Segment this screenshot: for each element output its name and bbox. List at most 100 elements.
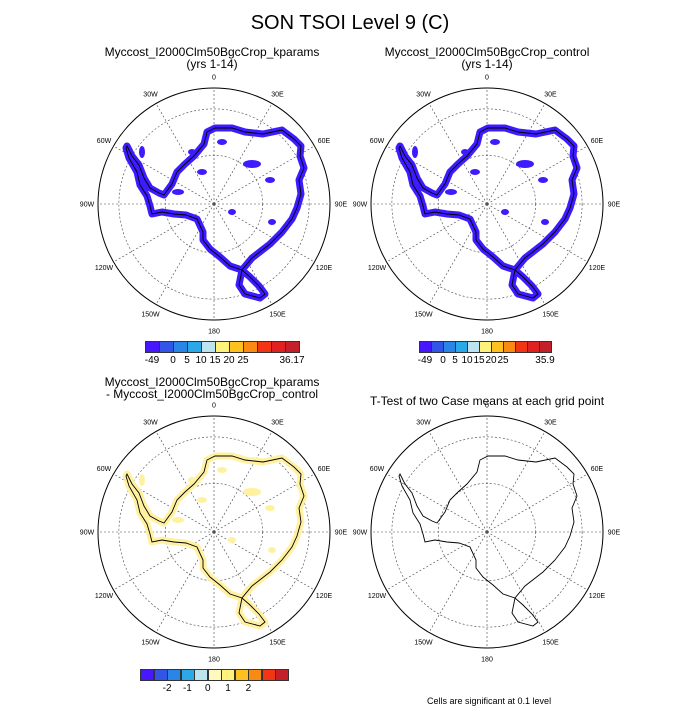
colorbar-swatch (261, 669, 276, 681)
longitude-label: 180 (208, 329, 220, 336)
longitude-label: 150W (414, 639, 433, 646)
longitude-label: 60E (318, 138, 331, 145)
colorbar-swatch (140, 669, 155, 681)
colorbar-tick-label: 5 (184, 355, 190, 366)
longitude-label: 90W (353, 202, 368, 209)
colorbar-tick-label: 0 (170, 355, 176, 366)
latitude-gridline (118, 436, 310, 628)
meridian-gridline (213, 103, 273, 205)
meridian-gridline (386, 473, 488, 533)
colorbar-swatch (275, 669, 290, 681)
colorbar-swatch (248, 669, 263, 681)
colorbar-swatch (243, 341, 258, 353)
field-patch (445, 189, 457, 195)
colorbar-tick-label: -2 (162, 683, 172, 694)
longitude-label: 30W (143, 92, 158, 99)
panel-title-line: Myccost_I2000Clm50BgcCrop_kparams (104, 45, 320, 59)
colorbar-swatch (503, 341, 516, 353)
colorbar-kparams: -49 0 5 10 15 20 25 36.17 (145, 341, 305, 366)
latitude-gridline (391, 436, 583, 628)
colorbar-tick-label: 10 (461, 355, 473, 366)
longitude-label: 150W (141, 639, 160, 646)
longitude-label: 180 (481, 329, 493, 336)
field-patch (197, 169, 207, 175)
longitude-label: 60W (97, 138, 112, 145)
colorbar-tick-label: -49 (417, 355, 433, 366)
longitude-label: 0 (485, 75, 489, 82)
colorbar-tick-label: -1 (182, 683, 192, 694)
longitude-label: 30E (544, 92, 557, 99)
field-patch (541, 219, 549, 225)
meridian-gridline (113, 203, 215, 263)
colorbar-swatch (221, 669, 236, 681)
meridian-gridline (155, 103, 215, 205)
coastline (398, 455, 578, 627)
longitude-label: 30E (271, 420, 284, 427)
meridian-gridline (486, 103, 546, 205)
longitude-label: 120W (95, 593, 114, 600)
meridian-gridline (113, 531, 215, 591)
meridian-gridline (155, 431, 215, 533)
colorbar-tick-label: 15 (209, 355, 221, 366)
colorbar-swatch (479, 341, 492, 353)
field-patch (139, 474, 145, 486)
field-patch (516, 160, 534, 168)
longitude-label: 120W (368, 593, 387, 600)
longitude-label: 90W (353, 530, 368, 537)
colorbar-swatch (234, 669, 249, 681)
field-patch (228, 537, 236, 543)
colorbar-control: -49 0 5 10 15 20 25 35.9 (418, 341, 555, 366)
panel-title-ttest: T-Test of two Case means at each grid po… (357, 395, 617, 407)
field-patch (268, 547, 276, 553)
panel-title-line: T-Test of two Case means at each grid po… (369, 394, 605, 408)
longitude-label: 90E (335, 530, 348, 537)
colorbar-swatch (145, 341, 160, 353)
colorbar-swatch (153, 669, 168, 681)
longitude-label: 90E (335, 202, 348, 209)
meridian-gridline (386, 203, 488, 263)
longitude-label: 150W (141, 311, 160, 318)
longitude-label: 0 (212, 403, 216, 410)
polar-map-difference: 0 30E 60E 90E 120E 150E 180 150W 120W 90W 60W 30W (80, 403, 348, 664)
field-patch (538, 177, 548, 183)
colorbar-tick-label: 36.17 (279, 355, 305, 366)
longitude-label: 150E (542, 639, 559, 646)
field-patch (412, 146, 418, 158)
longitude-label: 150E (542, 311, 559, 318)
longitude-label: 150E (269, 311, 286, 318)
longitude-label: 180 (208, 657, 220, 664)
longitude-label: 120E (589, 593, 606, 600)
longitude-label: 60W (370, 466, 385, 473)
longitude-label: 90W (80, 530, 95, 537)
longitude-label: 150E (269, 639, 286, 646)
field-patch (139, 146, 145, 158)
panel-title-kparams: Myccost_I2000Clm50BgcCrop_kparams (yrs 1… (82, 46, 342, 70)
panel-title-line: - Myccost_I2000Clm50BgcCrop_control (105, 387, 319, 401)
field-patch (243, 160, 261, 168)
colorbar-swatch (229, 341, 244, 353)
field-patch (217, 467, 227, 473)
longitude-label: 0 (212, 75, 216, 82)
colorbar-swatch (443, 341, 456, 353)
meridian-gridline (386, 531, 488, 591)
longitude-label: 30W (416, 92, 431, 99)
colorbar-swatch (515, 341, 528, 353)
field-patch (461, 149, 469, 155)
colorbar-swatch (257, 341, 272, 353)
field-patch (268, 219, 276, 225)
colorbar-difference: -2 -1 0 1 2 (140, 669, 290, 694)
longitude-label: 0 (485, 403, 489, 410)
polar-map-kparams: 0 30E 60E 90E 120E 150E 180 150W 120W 90W 60W 30W (80, 75, 348, 336)
colorbar-tick-label: 2 (245, 683, 252, 694)
coastline (398, 127, 578, 299)
longitude-label: 180 (481, 657, 493, 664)
colorbar-tick-label: 15 (473, 355, 485, 366)
significance-note: Cells are significant at 0.1 level (427, 696, 552, 706)
panel-title-line: Myccost_I2000Clm50BgcCrop_control (384, 45, 590, 59)
field-patch (470, 169, 480, 175)
coastline (125, 127, 305, 299)
longitude-label: 120E (316, 265, 333, 272)
colorbar-swatch (271, 341, 286, 353)
colorbar-swatch (173, 341, 188, 353)
colorbar-swatch (455, 341, 468, 353)
